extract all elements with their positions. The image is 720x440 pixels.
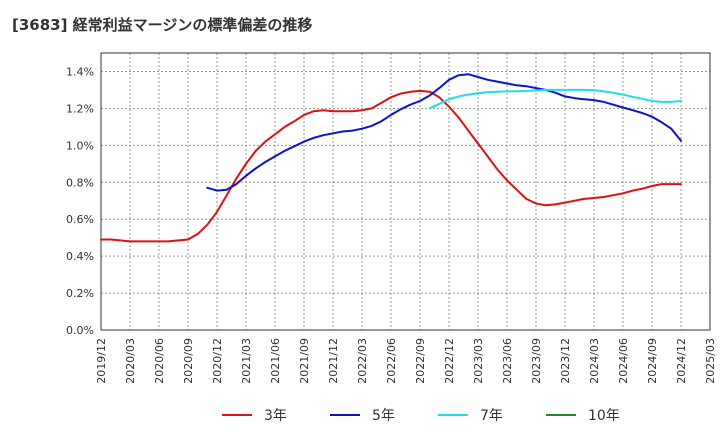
y-tick-label: 1.2%	[66, 102, 94, 115]
x-tick-label: 2023/06	[501, 338, 514, 384]
x-tick-label: 2021/03	[240, 338, 253, 384]
y-tick-label: 0.8%	[66, 176, 94, 189]
x-tick-label: 2024/06	[617, 338, 630, 384]
x-tick-label: 2021/06	[269, 338, 282, 384]
x-tick-label: 2021/12	[327, 338, 340, 384]
x-tick-label: 2021/09	[298, 338, 311, 384]
x-tick-label: 2019/12	[95, 338, 108, 384]
plot-area	[101, 53, 710, 330]
x-tick-label: 2020/06	[153, 338, 166, 384]
x-tick-label: 2020/09	[182, 338, 195, 384]
legend-label-1: 5年	[372, 408, 395, 424]
y-tick-label: 0.0%	[66, 324, 94, 337]
chart-title: [3683] 経常利益マージンの標準偏差の推移	[12, 16, 313, 34]
x-tick-label: 2022/03	[356, 338, 369, 384]
x-tick-label: 2024/09	[646, 338, 659, 384]
x-tick-label: 2023/03	[472, 338, 485, 384]
x-tick-label: 2022/12	[443, 338, 456, 384]
series-line-1	[206, 73, 682, 192]
x-tick-label: 2020/03	[124, 338, 137, 384]
plot-border	[100, 52, 711, 331]
y-tick-label: 1.4%	[66, 65, 94, 78]
y-tick-label: 1.0%	[66, 139, 94, 152]
x-tick-label: 2024/12	[675, 338, 688, 384]
x-tick-label: 2025/03	[704, 338, 717, 384]
x-tick-label: 2022/06	[385, 338, 398, 384]
y-tick-label: 0.4%	[66, 250, 94, 263]
x-tick-label: 2024/03	[588, 338, 601, 384]
legend-label-0: 3年	[264, 408, 287, 424]
x-tick-label: 2023/09	[530, 338, 543, 384]
y-tick-label: 0.6%	[66, 213, 94, 226]
series-line-0	[100, 89, 682, 243]
legend-label-3: 10年	[588, 408, 620, 424]
x-tick-label: 2020/12	[211, 338, 224, 384]
y-tick-label: 0.2%	[66, 287, 94, 300]
legend-label-2: 7年	[480, 408, 503, 424]
series-line-2	[428, 88, 682, 110]
x-tick-label: 2022/09	[414, 338, 427, 384]
x-tick-label: 2023/12	[559, 338, 572, 384]
